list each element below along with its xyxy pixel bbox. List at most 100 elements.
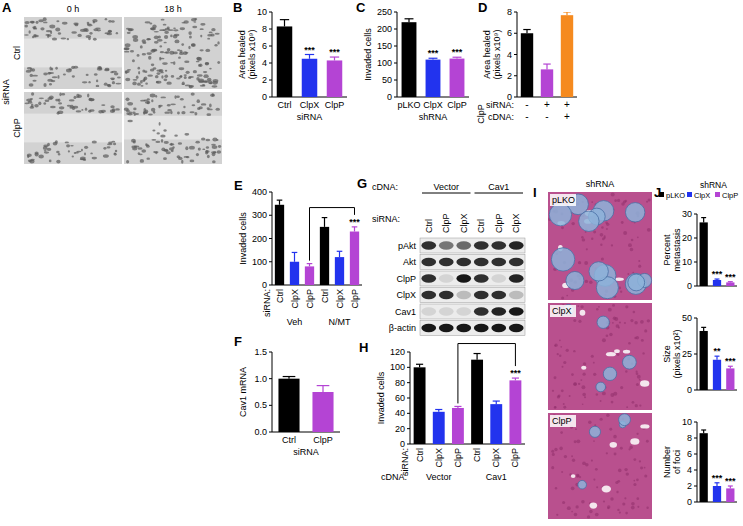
vessel <box>581 366 586 370</box>
cell <box>38 101 41 105</box>
metastatic-focus <box>596 382 606 392</box>
error-bar <box>277 200 283 205</box>
cell <box>86 35 92 38</box>
cell <box>199 49 203 51</box>
blot-row-label: Akt <box>403 257 417 267</box>
cell <box>155 95 157 98</box>
group-line <box>475 193 524 194</box>
cell <box>52 76 58 78</box>
x-axis-label: siRNA: <box>262 289 272 317</box>
column-label: 0 h <box>67 4 80 14</box>
panel-a: A0 h18 hsiRNACtrlClpP <box>1 0 222 164</box>
cell <box>31 21 34 24</box>
y-tick-label: 50 <box>682 313 692 323</box>
nucleus <box>564 455 567 458</box>
y-tick <box>407 382 410 383</box>
metastatic-focus <box>622 355 636 369</box>
cell <box>211 28 215 31</box>
vessel <box>602 485 611 492</box>
bar <box>713 280 721 286</box>
cell <box>192 26 197 28</box>
band <box>491 274 506 282</box>
nucleus <box>573 382 576 385</box>
error-bar <box>454 406 461 408</box>
cell <box>177 155 181 158</box>
y-tick-label: 2 <box>507 71 512 81</box>
group-label: Vector <box>426 472 452 482</box>
y-tick <box>407 413 410 414</box>
error-bar <box>701 430 706 433</box>
metastatic-focus <box>551 248 574 271</box>
error-stem <box>324 218 325 227</box>
cell <box>174 134 178 136</box>
y-axis-label: Invaded cells <box>376 371 386 424</box>
nucleus <box>577 305 579 307</box>
cell <box>49 159 52 162</box>
cell <box>30 74 33 77</box>
cell <box>164 31 169 34</box>
y-tick <box>694 422 697 423</box>
cell <box>173 35 178 39</box>
cell <box>44 151 49 153</box>
marks <box>277 20 343 97</box>
y-tick <box>269 12 272 13</box>
micrograph-bg <box>124 92 222 164</box>
nucleus <box>602 338 606 342</box>
nucleus <box>627 273 629 275</box>
panel-label: A <box>2 0 12 15</box>
cell <box>105 68 110 71</box>
error-bar <box>307 264 313 267</box>
cell <box>43 144 48 147</box>
cell <box>189 160 194 163</box>
label-box <box>550 305 576 317</box>
y-tick <box>514 97 517 98</box>
y-tick-label: 25 <box>682 349 692 359</box>
metastatic-focus <box>628 274 645 291</box>
cell <box>208 80 212 84</box>
error-cap <box>307 263 313 264</box>
bar <box>521 33 533 97</box>
y-tick <box>514 12 517 13</box>
nucleus <box>591 355 594 358</box>
marks <box>275 200 359 285</box>
nucleus <box>551 466 554 469</box>
significance: ** <box>713 346 721 356</box>
band <box>439 324 454 332</box>
cell <box>77 34 81 37</box>
nucleus <box>583 362 586 365</box>
band <box>474 307 489 315</box>
cell <box>34 35 39 37</box>
significance: *** <box>329 47 340 57</box>
nucleus <box>593 440 595 442</box>
x-tick-label: ClpX <box>434 448 444 468</box>
nucleus <box>571 222 574 225</box>
lane-label: ClpX <box>459 213 469 233</box>
y-axis-label: of foci <box>672 450 682 474</box>
panel-label: C <box>356 0 366 15</box>
cell <box>197 74 203 76</box>
cell <box>32 36 34 39</box>
y-tick-label: 100 <box>252 257 267 267</box>
cell <box>171 150 174 152</box>
error-bar <box>512 378 519 380</box>
cell <box>61 37 67 39</box>
cell <box>87 22 90 25</box>
cell <box>137 147 142 149</box>
y-axis-label: Number <box>662 446 672 478</box>
cell <box>166 82 171 85</box>
nucleus <box>579 476 581 478</box>
y-axis <box>697 422 698 502</box>
cell <box>132 59 135 62</box>
nucleus <box>571 373 574 376</box>
error-stem <box>309 55 310 59</box>
cell <box>24 24 28 27</box>
nucleus <box>560 431 563 434</box>
nucleus <box>600 400 602 402</box>
cell <box>104 83 108 86</box>
nucleus <box>634 321 638 325</box>
bar <box>275 205 284 285</box>
y-tick <box>269 285 272 286</box>
nucleus <box>639 460 641 462</box>
nucleus <box>614 199 617 202</box>
cell <box>189 85 194 87</box>
